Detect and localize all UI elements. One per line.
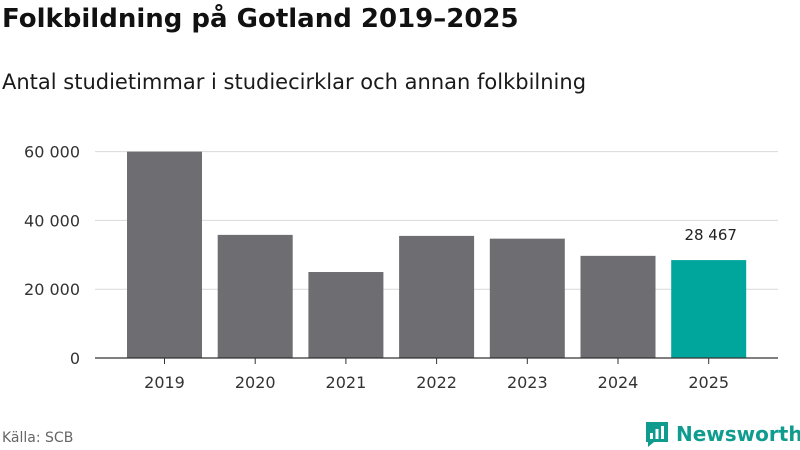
bar-2021 [308, 272, 384, 358]
chart-title: Folkbildning på Gotland 2019–2025 [2, 4, 519, 34]
y-tick-label: 0 [70, 349, 80, 368]
bar-chart: 0 20 000 40 000 60 000 2019 2020 2021 2022 2023 2… [24, 143, 778, 392]
x-tick-label: 2022 [416, 373, 457, 392]
source-note: Källa: SCB [2, 430, 74, 446]
x-tick-label: 2025 [688, 373, 729, 392]
bar-2022 [399, 235, 475, 358]
x-tick-label: 2019 [144, 373, 185, 392]
x-tick-label: 2023 [507, 373, 548, 392]
x-tick-label: 2020 [235, 373, 276, 392]
data-label: 28 467 [684, 226, 737, 244]
y-tick-label: 40 000 [24, 211, 80, 230]
x-tick-label: 2021 [326, 373, 367, 392]
y-tick-label: 60 000 [24, 143, 80, 162]
x-tick-label: 2024 [598, 373, 639, 392]
y-tick-label: 20 000 [24, 280, 80, 299]
bar-2024 [580, 255, 656, 358]
bar-2025 [671, 260, 747, 358]
bar-2019 [127, 151, 202, 358]
bar-2023 [489, 238, 565, 358]
chart-subtitle: Antal studietimmar i studiecirklar och a… [2, 70, 587, 94]
bar-2020 [217, 234, 293, 358]
brand-logo[interactable]: Newsworthy [644, 420, 800, 448]
newsworthy-logo-icon [646, 422, 668, 447]
brand-name: Newsworthy [676, 422, 800, 446]
